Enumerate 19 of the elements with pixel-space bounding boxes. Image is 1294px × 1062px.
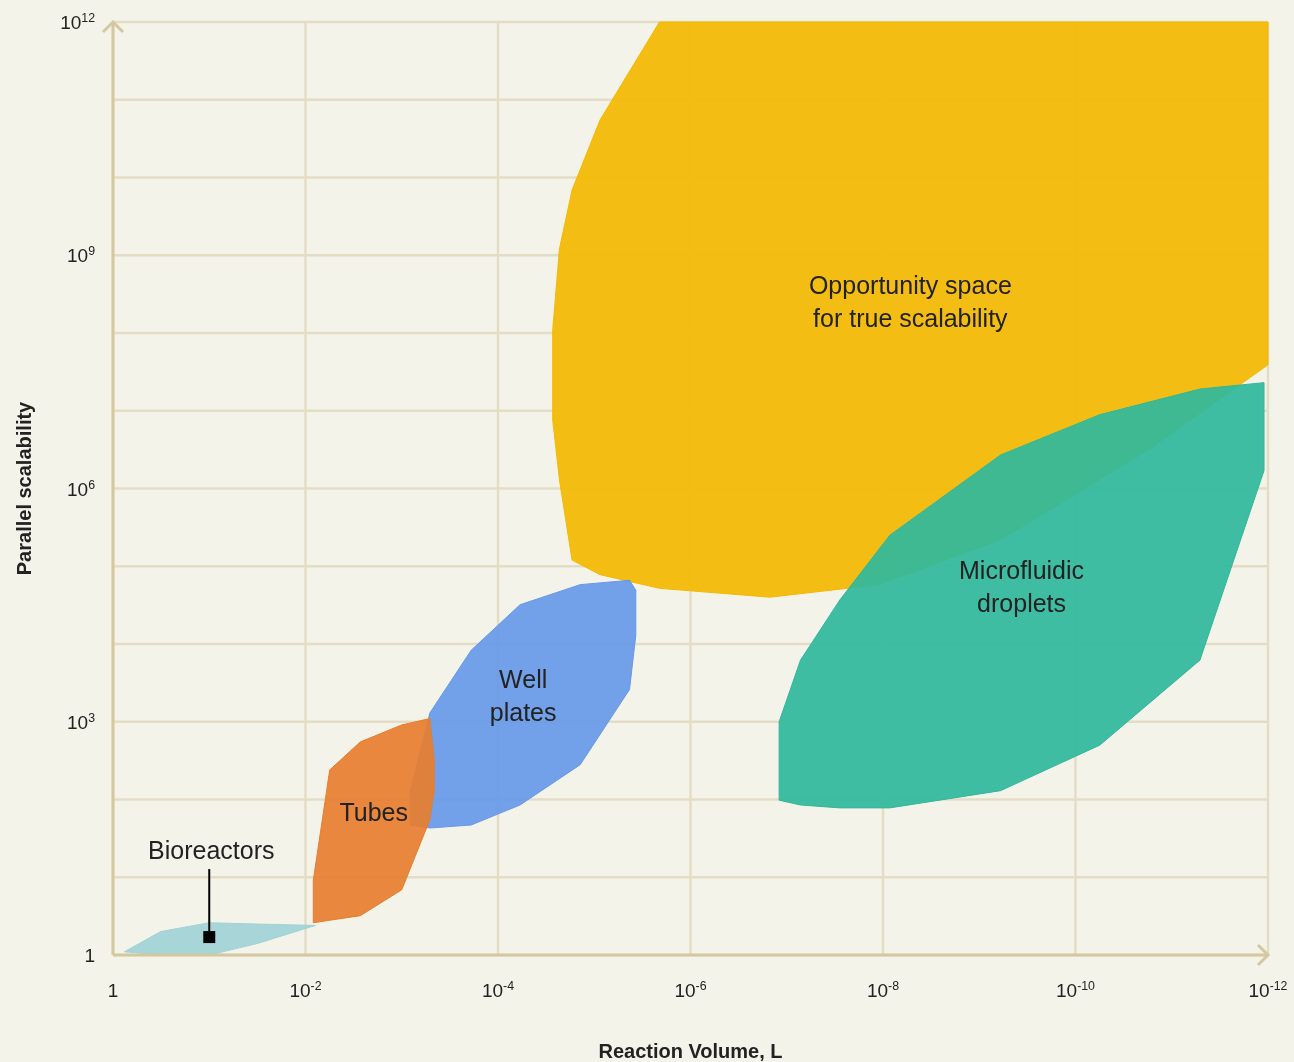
y-axis-title: Parallel scalability [13, 400, 35, 576]
x-tick-label: 10$^{-8}$ [866, 979, 900, 1001]
series-label: Opportunity space for true scalability [808, 270, 1012, 332]
x-tick-label: 1 [107, 980, 119, 1001]
x-axis-title: Reaction Volume, L [598, 1040, 783, 1062]
x-tick-label: 10$^{-10}$ [1056, 979, 1096, 1001]
x-tick-label: 10$^{-6}$ [674, 979, 707, 1001]
series-label: Tubes [339, 797, 409, 826]
annotation: Bioreactors [148, 836, 275, 865]
x-tick-label: 10$^{-12}$ [1248, 979, 1288, 1001]
series-label: Microfluidic droplets [959, 556, 1085, 618]
x-tick-label: 10$^{-4}$ [481, 979, 515, 1001]
y-tick-label: 10$^{9}$ [66, 244, 96, 267]
y-tick-label: 10$^{12}$ [60, 11, 96, 33]
series-label: Well plates [489, 665, 557, 727]
y-tick-label: 1 [84, 945, 95, 966]
y-tick-label: 10$^{3}$ [66, 710, 96, 733]
x-tick-label: 10$^{-2}$ [289, 979, 322, 1001]
y-tick-label: 10$^{6}$ [66, 477, 96, 500]
